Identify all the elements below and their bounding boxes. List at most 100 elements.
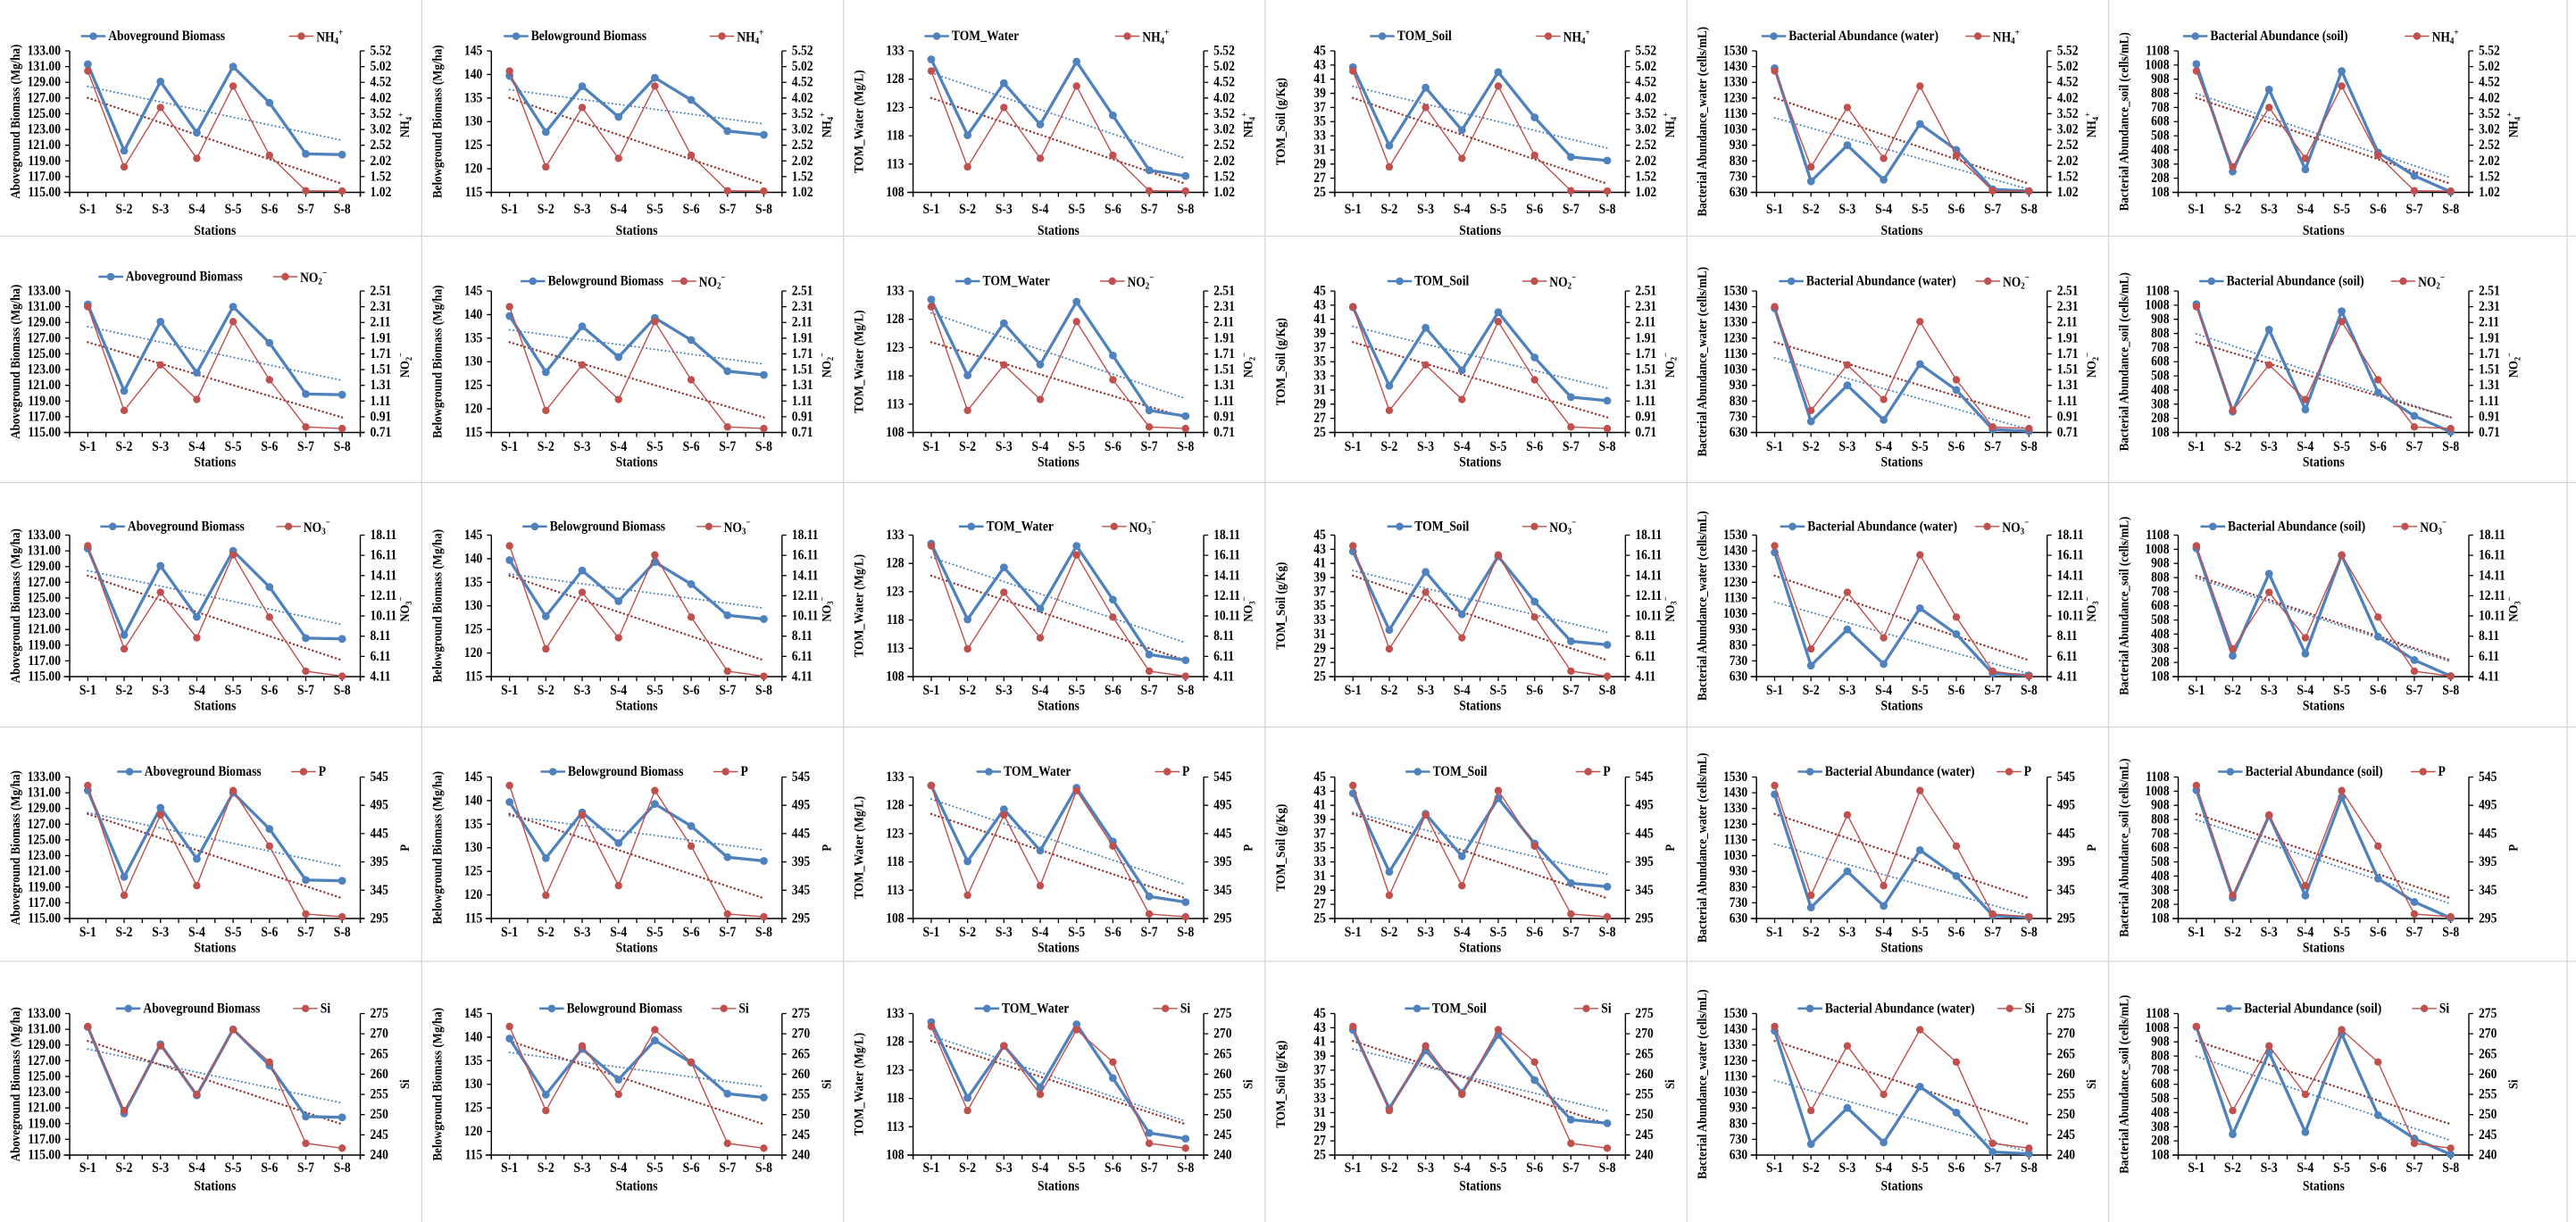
svg-text:TOM_Water: TOM_Water bbox=[983, 274, 1050, 289]
svg-text:445: 445 bbox=[2057, 826, 2075, 841]
svg-text:1330: 1330 bbox=[1723, 315, 1747, 330]
svg-text:Stations: Stations bbox=[616, 455, 658, 470]
svg-text:708: 708 bbox=[2151, 1062, 2169, 1077]
svg-text:S-4: S-4 bbox=[610, 439, 627, 454]
svg-text:5.52: 5.52 bbox=[792, 44, 813, 59]
svg-text:117.00: 117.00 bbox=[28, 1132, 61, 1147]
svg-text:Si: Si bbox=[1242, 1079, 1256, 1089]
svg-text:S-5: S-5 bbox=[646, 925, 663, 940]
svg-text:18.11: 18.11 bbox=[792, 528, 819, 543]
svg-text:1008: 1008 bbox=[2145, 784, 2169, 799]
svg-text:45: 45 bbox=[1313, 44, 1326, 59]
svg-text:128: 128 bbox=[886, 1035, 904, 1050]
svg-text:Stations: Stations bbox=[1038, 455, 1080, 470]
svg-text:45: 45 bbox=[1313, 769, 1326, 785]
svg-text:S-7: S-7 bbox=[1563, 202, 1580, 217]
svg-text:S-3: S-3 bbox=[996, 925, 1013, 940]
svg-text:S-3: S-3 bbox=[1417, 1160, 1434, 1176]
svg-text:125: 125 bbox=[464, 1101, 482, 1116]
svg-text:14.11: 14.11 bbox=[2057, 568, 2084, 583]
svg-text:12.11: 12.11 bbox=[1213, 588, 1240, 603]
svg-text:120: 120 bbox=[464, 1124, 482, 1139]
svg-text:130: 130 bbox=[464, 840, 482, 855]
svg-text:S-7: S-7 bbox=[719, 439, 736, 454]
svg-text:S-7: S-7 bbox=[1141, 683, 1158, 698]
svg-text:35: 35 bbox=[1313, 840, 1326, 855]
svg-text:41: 41 bbox=[1313, 1035, 1326, 1050]
svg-text:630: 630 bbox=[1730, 185, 1747, 200]
svg-text:S-7: S-7 bbox=[1984, 925, 2001, 940]
svg-text:10.11: 10.11 bbox=[371, 609, 397, 624]
svg-text:4.52: 4.52 bbox=[792, 75, 813, 90]
svg-text:133: 133 bbox=[886, 769, 904, 785]
svg-text:S-4: S-4 bbox=[188, 683, 205, 698]
svg-text:125.00: 125.00 bbox=[28, 832, 61, 847]
svg-text:117.00: 117.00 bbox=[28, 895, 61, 910]
svg-text:808: 808 bbox=[2151, 86, 2169, 101]
svg-text:120: 120 bbox=[464, 402, 482, 417]
svg-text:S-5: S-5 bbox=[1912, 1160, 1929, 1176]
svg-text:108: 108 bbox=[2151, 669, 2169, 685]
svg-text:270: 270 bbox=[2479, 1027, 2497, 1042]
svg-text:S-7: S-7 bbox=[1141, 202, 1158, 217]
svg-text:1008: 1008 bbox=[2145, 542, 2169, 557]
svg-text:S-7: S-7 bbox=[2406, 1160, 2423, 1176]
svg-text:S-7: S-7 bbox=[2406, 202, 2423, 217]
svg-text:Bacterial Abundance_soil (cel: Bacterial Abundance_soil (cells/mL) bbox=[2118, 32, 2132, 211]
svg-text:Aboveground Biomass (Mg/ha): Aboveground Biomass (Mg/ha) bbox=[9, 770, 23, 925]
svg-text:1530: 1530 bbox=[1723, 284, 1747, 299]
svg-text:275: 275 bbox=[792, 1006, 810, 1021]
svg-text:119.00: 119.00 bbox=[28, 1116, 61, 1131]
svg-text:8.11: 8.11 bbox=[2057, 628, 2078, 644]
svg-text:3.02: 3.02 bbox=[2057, 122, 2079, 137]
svg-text:140: 140 bbox=[464, 793, 482, 808]
svg-text:14.11: 14.11 bbox=[792, 568, 819, 583]
svg-text:508: 508 bbox=[2151, 129, 2169, 144]
svg-text:S-3: S-3 bbox=[1417, 683, 1434, 698]
svg-text:TOM_Soil: TOM_Soil bbox=[1414, 274, 1469, 289]
svg-text:P: P bbox=[2507, 844, 2522, 852]
svg-text:12.11: 12.11 bbox=[2057, 588, 2084, 603]
svg-text:S-6: S-6 bbox=[683, 439, 700, 454]
svg-text:108: 108 bbox=[886, 425, 904, 440]
svg-text:33: 33 bbox=[1313, 612, 1326, 628]
svg-text:260: 260 bbox=[1635, 1067, 1653, 1082]
svg-text:130: 130 bbox=[464, 114, 482, 129]
svg-text:4.02: 4.02 bbox=[1635, 90, 1656, 105]
svg-text:4.52: 4.52 bbox=[2479, 75, 2500, 90]
svg-text:TOM_Soil: TOM_Soil bbox=[1432, 1001, 1487, 1016]
svg-text:108: 108 bbox=[2151, 425, 2169, 440]
svg-text:1.71: 1.71 bbox=[2057, 346, 2079, 362]
svg-text:495: 495 bbox=[792, 798, 810, 813]
svg-text:545: 545 bbox=[371, 769, 388, 785]
svg-text:125: 125 bbox=[464, 864, 482, 879]
svg-text:1430: 1430 bbox=[1723, 299, 1747, 314]
svg-text:S-8: S-8 bbox=[1599, 1160, 1616, 1176]
svg-text:1430: 1430 bbox=[1723, 59, 1747, 74]
svg-text:Stations: Stations bbox=[616, 223, 658, 238]
svg-text:1.02: 1.02 bbox=[2479, 185, 2500, 200]
svg-text:125: 125 bbox=[464, 622, 482, 637]
svg-text:930: 930 bbox=[1730, 864, 1747, 879]
svg-text:S-3: S-3 bbox=[1417, 925, 1434, 940]
svg-text:S-3: S-3 bbox=[152, 1160, 169, 1176]
svg-text:121.00: 121.00 bbox=[28, 1101, 61, 1116]
svg-text:Bacterial Abundance (soil): Bacterial Abundance (soil) bbox=[2228, 519, 2365, 534]
svg-text:33: 33 bbox=[1313, 129, 1326, 144]
svg-text:1.11: 1.11 bbox=[2479, 394, 2499, 409]
svg-text:S-8: S-8 bbox=[2442, 1160, 2459, 1176]
svg-text:Stations: Stations bbox=[1881, 1179, 1923, 1194]
svg-text:117.00: 117.00 bbox=[28, 653, 61, 669]
svg-text:608: 608 bbox=[2151, 598, 2169, 613]
svg-text:131.00: 131.00 bbox=[28, 59, 61, 74]
svg-text:121.00: 121.00 bbox=[28, 137, 61, 153]
svg-text:S-1: S-1 bbox=[2188, 202, 2205, 217]
svg-text:Bacterial Abundance_water (ce: Bacterial Abundance_water (cells/mL) bbox=[1696, 989, 1710, 1179]
svg-text:908: 908 bbox=[2151, 1035, 2169, 1050]
svg-text:808: 808 bbox=[2151, 326, 2169, 341]
svg-text:Stations: Stations bbox=[194, 699, 236, 714]
svg-text:118: 118 bbox=[887, 129, 905, 144]
svg-text:113: 113 bbox=[887, 1119, 905, 1135]
svg-text:S-5: S-5 bbox=[646, 439, 663, 454]
svg-text:Si: Si bbox=[1180, 1001, 1191, 1016]
